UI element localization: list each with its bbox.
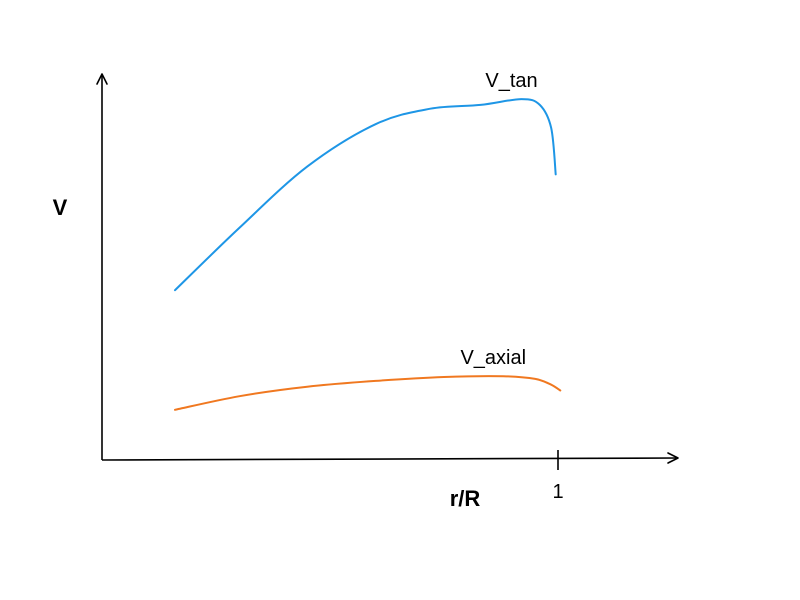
series-label-v-axial: V_axial [460, 347, 526, 369]
series-group: V_tan V_axial [175, 70, 560, 410]
x-axis-line [102, 458, 678, 460]
x-tick-label: 1 [552, 481, 563, 503]
series-line-v-tan [175, 99, 556, 290]
series-line-v-axial [175, 376, 560, 410]
y-axis-title: V [53, 195, 68, 220]
series-label-v-tan: V_tan [485, 70, 537, 92]
x-axis-title: r/R [450, 486, 481, 511]
